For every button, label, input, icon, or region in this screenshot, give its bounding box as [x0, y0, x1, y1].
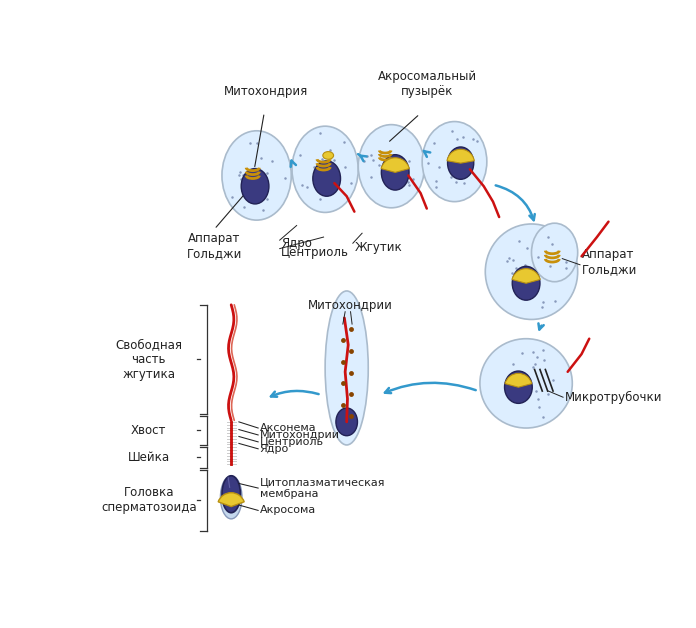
Text: Митохондрия: Митохондрия [223, 85, 308, 99]
Text: Акросомальный
пузырёк: Акросомальный пузырёк [378, 70, 477, 99]
Text: Митохондрии: Митохондрии [260, 430, 340, 440]
Ellipse shape [512, 266, 540, 300]
Wedge shape [505, 374, 532, 387]
Ellipse shape [505, 371, 532, 403]
Text: Шейка: Шейка [128, 451, 170, 464]
Text: Центриоль: Центриоль [260, 437, 324, 447]
Text: Жгутик: Жгутик [354, 241, 402, 254]
Ellipse shape [325, 291, 368, 445]
Wedge shape [512, 269, 540, 283]
Ellipse shape [485, 224, 578, 320]
Text: Аксонема: Аксонема [260, 423, 316, 433]
Ellipse shape [336, 408, 358, 436]
Text: Митохондрии: Митохондрии [308, 299, 393, 311]
Ellipse shape [222, 131, 291, 220]
Ellipse shape [532, 223, 578, 282]
Text: Цитоплазматическая
мембрана: Цитоплазматическая мембрана [260, 477, 385, 499]
Text: Аппарат
Гольджи: Аппарат Гольджи [187, 232, 242, 259]
Wedge shape [381, 158, 409, 172]
Text: Головка
сперматозоида: Головка сперматозоида [101, 487, 196, 514]
Text: Микротрубочки: Микротрубочки [564, 391, 662, 404]
Ellipse shape [221, 476, 242, 519]
Text: Свободная
часть
жгутика: Свободная часть жгутика [116, 338, 182, 381]
Ellipse shape [381, 154, 409, 190]
Ellipse shape [480, 338, 572, 428]
Ellipse shape [323, 151, 333, 160]
Text: Акросома: Акросома [260, 506, 316, 516]
Ellipse shape [292, 126, 358, 212]
Ellipse shape [242, 168, 269, 204]
Text: Хвост: Хвост [131, 424, 166, 437]
Text: Центриоль: Центриоль [281, 246, 349, 259]
Ellipse shape [358, 124, 425, 208]
Wedge shape [447, 149, 474, 163]
Ellipse shape [448, 147, 474, 180]
Ellipse shape [222, 476, 240, 512]
Text: Аппарат
Гольджи: Аппарат Гольджи [582, 247, 637, 276]
Text: Ядро: Ядро [281, 237, 312, 250]
Wedge shape [218, 493, 244, 507]
Ellipse shape [422, 122, 487, 202]
Text: Ядро: Ядро [260, 444, 289, 454]
Ellipse shape [313, 161, 340, 196]
